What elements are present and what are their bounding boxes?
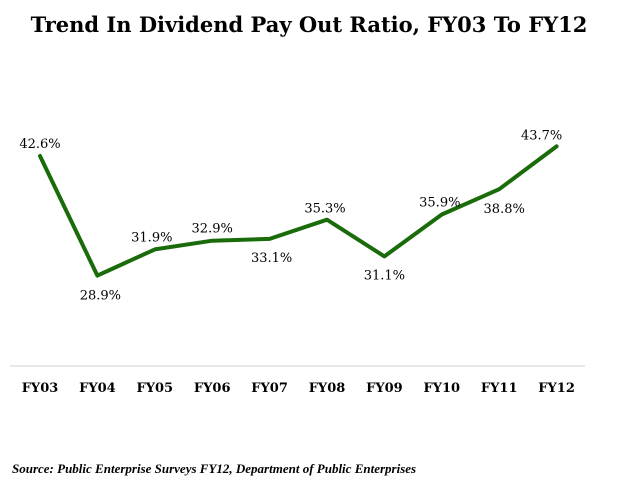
x-tick-label: FY08 xyxy=(309,381,346,396)
x-tick-label: FY03 xyxy=(22,381,59,396)
data-label: 32.9% xyxy=(192,222,233,237)
x-tick-label: FY07 xyxy=(251,381,288,396)
data-label: 42.6% xyxy=(19,137,60,152)
data-label: 31.1% xyxy=(364,268,405,283)
x-tick-label: FY09 xyxy=(366,381,403,396)
x-tick-label: FY12 xyxy=(538,381,575,396)
data-label: 43.7% xyxy=(521,128,562,143)
x-tick-label: FY11 xyxy=(481,381,518,396)
data-label: 35.9% xyxy=(419,195,460,210)
data-label: 38.8% xyxy=(484,202,525,217)
chart-title: Trend In Dividend Pay Out Ratio, FY03 To… xyxy=(30,12,588,37)
x-tick-label: FY04 xyxy=(79,381,116,396)
source-note: Source: Public Enterprise Surveys FY12, … xyxy=(12,461,417,476)
series-line xyxy=(38,144,559,278)
data-label: 28.9% xyxy=(80,289,121,304)
data-label: 35.3% xyxy=(304,202,345,217)
x-tick-label: FY10 xyxy=(423,381,460,396)
data-label: 33.1% xyxy=(251,251,292,266)
data-label: 31.9% xyxy=(131,230,172,245)
x-tick-label: FY06 xyxy=(194,381,231,396)
x-tick-label: FY05 xyxy=(136,381,173,396)
